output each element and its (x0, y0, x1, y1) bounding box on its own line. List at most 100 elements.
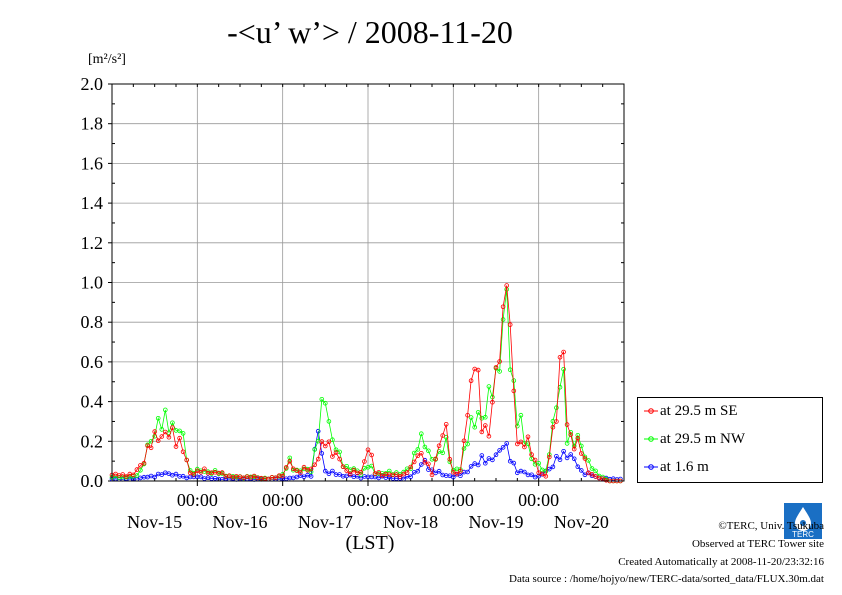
series-point-1 (333, 447, 339, 453)
series-point-1 (461, 446, 467, 451)
series-point-2 (493, 452, 499, 458)
series-point-0 (404, 470, 410, 475)
series-point-0 (522, 444, 527, 450)
series-point-2 (511, 460, 517, 466)
series-point-2 (301, 474, 307, 480)
series-point-2 (522, 469, 527, 475)
series-point-2 (514, 470, 520, 476)
series-point-0 (330, 454, 335, 459)
series-point-2 (173, 471, 179, 477)
series-point-0 (326, 439, 332, 445)
series-point-1 (440, 450, 446, 456)
series-point-0 (532, 457, 538, 463)
series-point-1 (180, 431, 186, 436)
series-point-2 (330, 468, 335, 474)
series-point-1 (415, 447, 421, 452)
series-point-0 (347, 471, 353, 477)
series-point-1 (465, 441, 470, 447)
y-unit-label: [m²/s²] (88, 52, 126, 67)
series-point-1 (482, 414, 488, 420)
series-point-0 (454, 471, 460, 477)
x-day-label: Nov-15 (127, 512, 182, 532)
series-point-1 (177, 428, 182, 434)
series-point-0 (148, 445, 154, 451)
series-point-0 (287, 458, 293, 464)
series-point-1 (312, 447, 318, 452)
series-point-1 (518, 412, 524, 418)
series-point-0 (166, 434, 172, 440)
series-point-0 (177, 435, 182, 441)
series-point-2 (564, 455, 570, 461)
series-point-0 (539, 471, 545, 477)
series-point-1 (148, 438, 154, 444)
series-point-2 (418, 462, 424, 467)
series-point-0 (358, 469, 364, 475)
terc-logo-icon: TERC (784, 503, 822, 539)
series-point-0 (337, 456, 342, 462)
legend-label-se: at 29.5 m SE (660, 403, 738, 419)
series-point-0 (155, 438, 161, 444)
series-point-0 (120, 472, 125, 477)
series-point-0 (322, 443, 328, 449)
series-point-1 (554, 405, 559, 411)
series-point-0 (376, 470, 382, 475)
series-point-2 (497, 448, 502, 453)
series-point-2 (198, 474, 204, 480)
series-point-0 (123, 474, 129, 479)
legend-marker-se (644, 408, 658, 414)
y-tick-label: 0.0 (81, 471, 104, 491)
series-point-0 (479, 429, 485, 435)
series-point-1 (475, 410, 481, 415)
series-point-0 (468, 378, 474, 384)
series-point-0 (184, 457, 190, 463)
series-point-1 (593, 468, 598, 474)
x-day-label: Nov-20 (554, 512, 609, 532)
series-point-0 (290, 466, 296, 472)
series-point-0 (490, 399, 495, 405)
series-point-2 (376, 475, 382, 481)
series-point-2 (152, 474, 158, 480)
series-point-0 (394, 472, 399, 477)
x-day-label: Nov-19 (469, 512, 524, 532)
series-point-0 (447, 456, 453, 462)
series-point-1 (514, 423, 520, 429)
series-point-1 (418, 431, 424, 437)
series-point-1 (155, 415, 161, 421)
series-point-1 (170, 420, 175, 426)
series-point-2 (575, 464, 581, 470)
y-tick-label: 2.0 (81, 74, 104, 94)
series-point-0 (554, 419, 559, 424)
series-point-0 (308, 466, 314, 472)
series-point-1 (497, 369, 502, 374)
series-point-2 (415, 468, 421, 474)
series-point-0 (315, 456, 321, 462)
series-point-0 (507, 322, 513, 327)
series-point-1 (422, 444, 428, 450)
series-point-1 (326, 419, 332, 424)
series-point-2 (475, 462, 481, 468)
series-point-0 (173, 444, 179, 449)
series-point-0 (180, 449, 186, 455)
series-point-0 (529, 452, 534, 457)
series-point-1 (443, 434, 449, 440)
series-point-0 (415, 453, 421, 459)
x-tick-time: 00:00 (433, 490, 474, 510)
x-tick-time: 00:00 (347, 490, 388, 510)
series-point-2 (326, 471, 332, 477)
series-point-1 (159, 427, 165, 432)
series-point-1 (507, 367, 513, 373)
legend-item-nw: at 29.5 m NW (638, 430, 822, 450)
series-point-0 (436, 443, 442, 449)
series-point-0 (518, 439, 524, 445)
series-point-2 (337, 472, 342, 477)
series-point-2 (578, 468, 584, 473)
series-point-0 (219, 470, 225, 475)
series-point-0 (493, 365, 499, 370)
series-point-0 (145, 443, 150, 449)
series-point-2 (458, 473, 463, 479)
legend-item-1-6m: at 1.6 m (638, 458, 822, 478)
series-point-0 (564, 422, 570, 427)
series-point-0 (251, 473, 257, 479)
series-point-0 (561, 349, 566, 355)
series-point-1 (525, 441, 531, 447)
